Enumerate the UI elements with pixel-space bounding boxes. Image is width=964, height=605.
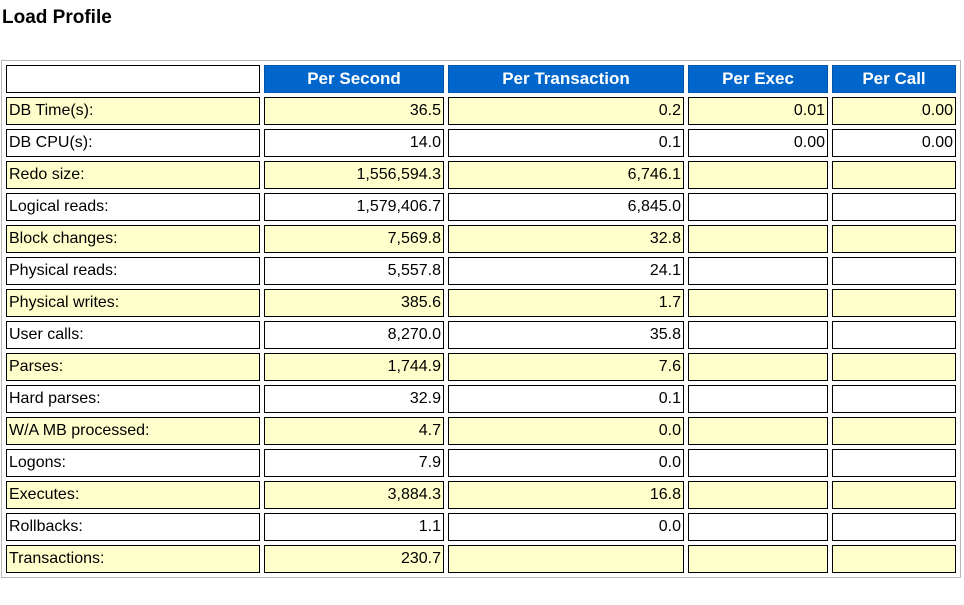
column-header-per-call: Per Call [832,65,956,93]
per-transaction-value: 0.0 [448,513,684,541]
row-label: Hard parses: [6,385,260,413]
table-row: Logons: 7.9 0.0 [6,449,956,477]
per-call-value [832,417,956,445]
per-transaction-value [448,545,684,573]
per-transaction-value: 7.6 [448,353,684,381]
per-exec-value [688,385,828,413]
per-exec-value: 0.01 [688,97,828,125]
per-exec-value [688,449,828,477]
per-second-value: 1,579,406.7 [264,193,444,221]
per-call-value [832,449,956,477]
row-label: Executes: [6,481,260,509]
per-transaction-value: 1.7 [448,289,684,317]
row-label: Parses: [6,353,260,381]
row-label: Block changes: [6,225,260,253]
per-exec-value [688,417,828,445]
per-transaction-value: 0.2 [448,97,684,125]
per-call-value [832,161,956,189]
per-exec-value [688,353,828,381]
table-row: Hard parses: 32.9 0.1 [6,385,956,413]
per-transaction-value: 6,746.1 [448,161,684,189]
per-exec-value [688,321,828,349]
table-row: DB Time(s): 36.5 0.2 0.01 0.00 [6,97,956,125]
per-transaction-value: 35.8 [448,321,684,349]
row-label: DB CPU(s): [6,129,260,157]
row-label: Physical reads: [6,257,260,285]
per-call-value [832,257,956,285]
table-row: Block changes: 7,569.8 32.8 [6,225,956,253]
per-second-value: 4.7 [264,417,444,445]
per-second-value: 385.6 [264,289,444,317]
row-label: Redo size: [6,161,260,189]
table-header-row: Per Second Per Transaction Per Exec Per … [6,65,956,93]
per-call-value [832,321,956,349]
per-exec-value: 0.00 [688,129,828,157]
page-title: Load Profile [2,7,112,28]
load-profile-table: Per Second Per Transaction Per Exec Per … [1,60,961,578]
per-second-value: 7.9 [264,449,444,477]
table-row: Rollbacks: 1.1 0.0 [6,513,956,541]
column-header-per-exec: Per Exec [688,65,828,93]
per-exec-value [688,513,828,541]
table-row: Redo size: 1,556,594.3 6,746.1 [6,161,956,189]
table-row: Parses: 1,744.9 7.6 [6,353,956,381]
per-second-value: 36.5 [264,97,444,125]
row-label: Logons: [6,449,260,477]
per-call-value [832,353,956,381]
table-row: DB CPU(s): 14.0 0.1 0.00 0.00 [6,129,956,157]
column-header-per-transaction: Per Transaction [448,65,684,93]
per-exec-value [688,545,828,573]
per-second-value: 1.1 [264,513,444,541]
per-transaction-value: 0.0 [448,417,684,445]
row-label: W/A MB processed: [6,417,260,445]
column-header-blank [6,65,260,93]
per-call-value [832,385,956,413]
table-body: DB Time(s): 36.5 0.2 0.01 0.00 DB CPU(s)… [6,97,956,573]
table-row: User calls: 8,270.0 35.8 [6,321,956,349]
per-transaction-value: 16.8 [448,481,684,509]
per-second-value: 1,556,594.3 [264,161,444,189]
per-second-value: 1,744.9 [264,353,444,381]
table-row: W/A MB processed: 4.7 0.0 [6,417,956,445]
table-row: Logical reads: 1,579,406.7 6,845.0 [6,193,956,221]
per-exec-value [688,481,828,509]
per-second-value: 8,270.0 [264,321,444,349]
per-call-value: 0.00 [832,97,956,125]
row-label: DB Time(s): [6,97,260,125]
row-label: Rollbacks: [6,513,260,541]
per-call-value [832,193,956,221]
per-second-value: 14.0 [264,129,444,157]
column-header-per-second: Per Second [264,65,444,93]
per-transaction-value: 0.1 [448,129,684,157]
per-second-value: 230.7 [264,545,444,573]
per-second-value: 32.9 [264,385,444,413]
per-exec-value [688,161,828,189]
table-row: Transactions: 230.7 [6,545,956,573]
table-row: Executes: 3,884.3 16.8 [6,481,956,509]
per-second-value: 7,569.8 [264,225,444,253]
table-row: Physical reads: 5,557.8 24.1 [6,257,956,285]
per-transaction-value: 24.1 [448,257,684,285]
per-second-value: 3,884.3 [264,481,444,509]
per-transaction-value: 0.0 [448,449,684,477]
row-label: User calls: [6,321,260,349]
per-exec-value [688,289,828,317]
per-call-value [832,481,956,509]
per-call-value [832,545,956,573]
per-call-value [832,513,956,541]
row-label: Transactions: [6,545,260,573]
per-transaction-value: 6,845.0 [448,193,684,221]
per-exec-value [688,257,828,285]
per-transaction-value: 32.8 [448,225,684,253]
per-exec-value [688,193,828,221]
per-call-value [832,289,956,317]
per-second-value: 5,557.8 [264,257,444,285]
per-call-value: 0.00 [832,129,956,157]
row-label: Logical reads: [6,193,260,221]
per-exec-value [688,225,828,253]
table-row: Physical writes: 385.6 1.7 [6,289,956,317]
per-transaction-value: 0.1 [448,385,684,413]
per-call-value [832,225,956,253]
row-label: Physical writes: [6,289,260,317]
